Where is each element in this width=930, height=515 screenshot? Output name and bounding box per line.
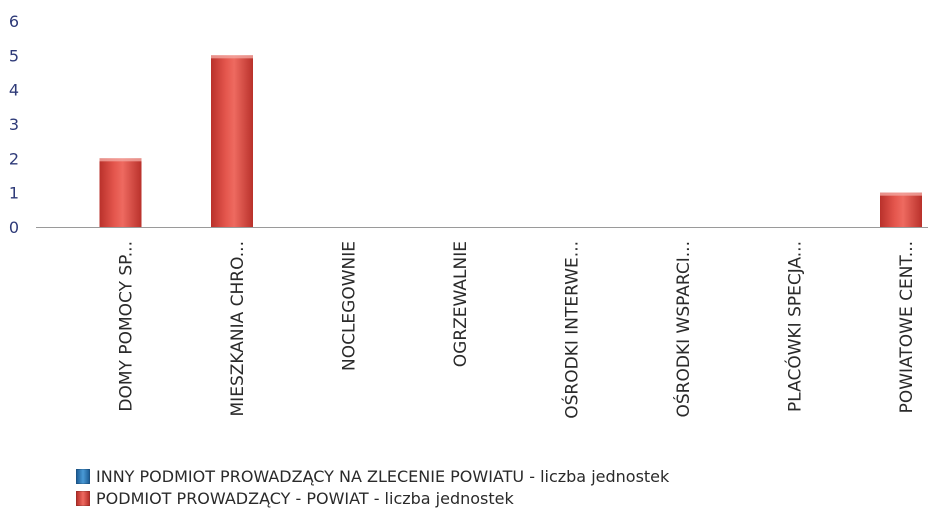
- legend-item: PODMIOT PROWADZĄCY - POWIAT - liczba jed…: [76, 487, 669, 509]
- y-tick-label: 3: [9, 115, 19, 134]
- legend-label: PODMIOT PROWADZĄCY - POWIAT - liczba jed…: [96, 488, 514, 508]
- x-tick-label: NOCLEGOWNIE: [340, 241, 360, 371]
- x-tick-label: OŚRODKI WSPARCI...: [672, 241, 694, 417]
- bars-group: [99, 55, 922, 228]
- legend: INNY PODMIOT PROWADZĄCY NA ZLECENIE POWI…: [76, 465, 669, 509]
- x-tick-label: OGRZEWALNIE: [451, 241, 471, 367]
- legend-swatch: [76, 490, 90, 506]
- y-tick-label: 1: [9, 184, 19, 203]
- legend-label: INNY PODMIOT PROWADZĄCY NA ZLECENIE POWI…: [96, 466, 670, 486]
- x-tick-label: PLACÓWKI SPECJA...: [784, 241, 806, 412]
- legend-item: INNY PODMIOT PROWADZĄCY NA ZLECENIE POWI…: [76, 465, 669, 487]
- y-tick-label: 0: [9, 218, 19, 237]
- bar-top-highlight: [99, 158, 142, 162]
- x-tick-label: DOMY POMOCY SP...: [117, 241, 137, 412]
- y-tick-label: 6: [9, 12, 19, 31]
- y-axis: 0 1 2 3 4 5 6: [9, 12, 928, 237]
- x-tick-label: OŚRODKI INTERWE...: [561, 241, 583, 419]
- x-tick-label: MIESZKANIA CHRO...: [228, 241, 248, 416]
- bar-podmiot-powiat: [211, 55, 253, 228]
- legend-swatch: [76, 468, 90, 484]
- y-tick-label: 2: [9, 149, 19, 168]
- y-tick-label: 4: [9, 81, 19, 100]
- bar-podmiot-powiat: [99, 158, 142, 227]
- y-tick-label: 5: [9, 46, 19, 65]
- x-axis: DOMY POMOCY SP... MIESZKANIA CHRO... NOCLE…: [117, 241, 918, 419]
- bar-top-highlight: [880, 192, 922, 196]
- x-tick-label: POWIATOWE CENT...: [897, 241, 917, 413]
- bar-top-highlight: [211, 55, 253, 59]
- bar-podmiot-powiat: [880, 192, 922, 227]
